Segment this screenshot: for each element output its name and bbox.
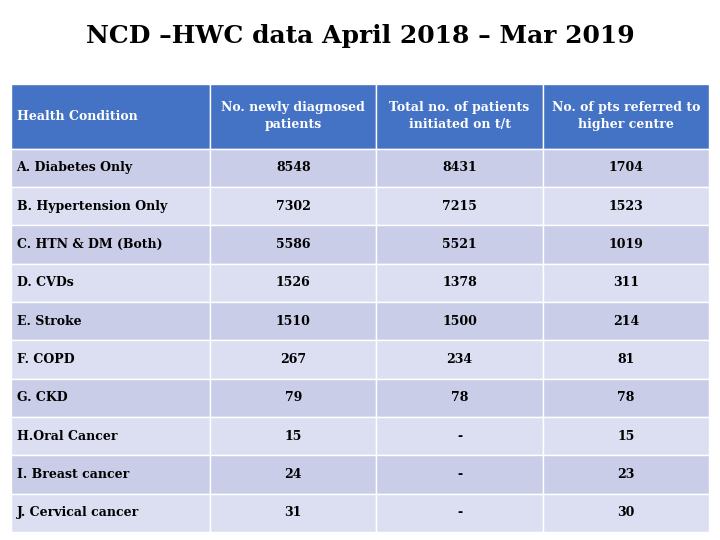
Text: 78: 78 (451, 392, 468, 404)
FancyBboxPatch shape (543, 187, 709, 225)
Text: A. Diabetes Only: A. Diabetes Only (17, 161, 132, 174)
FancyBboxPatch shape (11, 340, 210, 379)
Text: C. HTN & DM (Both): C. HTN & DM (Both) (17, 238, 162, 251)
FancyBboxPatch shape (377, 148, 543, 187)
Text: No. newly diagnosed
patients: No. newly diagnosed patients (221, 101, 365, 131)
FancyBboxPatch shape (377, 340, 543, 379)
Text: -: - (457, 430, 462, 443)
FancyBboxPatch shape (11, 494, 210, 532)
FancyBboxPatch shape (210, 417, 377, 455)
Text: 15: 15 (617, 430, 635, 443)
FancyBboxPatch shape (543, 148, 709, 187)
FancyBboxPatch shape (377, 264, 543, 302)
FancyBboxPatch shape (543, 225, 709, 264)
Text: G. CKD: G. CKD (17, 392, 67, 404)
Text: 31: 31 (284, 506, 302, 519)
Text: H.Oral Cancer: H.Oral Cancer (17, 430, 117, 443)
Text: 1523: 1523 (608, 200, 644, 213)
FancyBboxPatch shape (11, 225, 210, 264)
Text: 79: 79 (284, 392, 302, 404)
Text: 311: 311 (613, 276, 639, 289)
FancyBboxPatch shape (210, 302, 377, 340)
FancyBboxPatch shape (543, 302, 709, 340)
FancyBboxPatch shape (11, 302, 210, 340)
FancyBboxPatch shape (543, 417, 709, 455)
FancyBboxPatch shape (11, 84, 210, 148)
FancyBboxPatch shape (377, 187, 543, 225)
Text: 267: 267 (280, 353, 306, 366)
FancyBboxPatch shape (210, 187, 377, 225)
Text: No. of pts referred to
higher centre: No. of pts referred to higher centre (552, 101, 700, 131)
Text: 23: 23 (617, 468, 635, 481)
Text: 7215: 7215 (442, 200, 477, 213)
Text: 234: 234 (446, 353, 473, 366)
Text: Total no. of patients
initiated on t/t: Total no. of patients initiated on t/t (390, 101, 530, 131)
FancyBboxPatch shape (377, 417, 543, 455)
Text: 1500: 1500 (442, 315, 477, 328)
FancyBboxPatch shape (377, 302, 543, 340)
FancyBboxPatch shape (11, 264, 210, 302)
FancyBboxPatch shape (210, 340, 377, 379)
FancyBboxPatch shape (210, 455, 377, 494)
Text: NCD –HWC data April 2018 – Mar 2019: NCD –HWC data April 2018 – Mar 2019 (86, 24, 634, 48)
Text: 30: 30 (617, 506, 635, 519)
FancyBboxPatch shape (543, 340, 709, 379)
FancyBboxPatch shape (543, 84, 709, 148)
Text: I. Breast cancer: I. Breast cancer (17, 468, 129, 481)
Text: -: - (457, 506, 462, 519)
Text: 1526: 1526 (276, 276, 310, 289)
Text: 78: 78 (617, 392, 635, 404)
Text: J. Cervical cancer: J. Cervical cancer (17, 506, 139, 519)
FancyBboxPatch shape (543, 494, 709, 532)
Text: 7302: 7302 (276, 200, 310, 213)
Text: 15: 15 (284, 430, 302, 443)
Text: 5521: 5521 (442, 238, 477, 251)
FancyBboxPatch shape (543, 264, 709, 302)
FancyBboxPatch shape (210, 84, 377, 148)
FancyBboxPatch shape (210, 379, 377, 417)
Text: 214: 214 (613, 315, 639, 328)
Text: 1378: 1378 (442, 276, 477, 289)
FancyBboxPatch shape (377, 379, 543, 417)
FancyBboxPatch shape (543, 455, 709, 494)
Text: F. COPD: F. COPD (17, 353, 74, 366)
Text: 8548: 8548 (276, 161, 310, 174)
Text: 5586: 5586 (276, 238, 310, 251)
FancyBboxPatch shape (210, 494, 377, 532)
FancyBboxPatch shape (11, 379, 210, 417)
Text: 8431: 8431 (442, 161, 477, 174)
FancyBboxPatch shape (377, 455, 543, 494)
FancyBboxPatch shape (11, 148, 210, 187)
Text: -: - (457, 468, 462, 481)
FancyBboxPatch shape (543, 379, 709, 417)
Text: B. Hypertension Only: B. Hypertension Only (17, 200, 167, 213)
Text: E. Stroke: E. Stroke (17, 315, 81, 328)
FancyBboxPatch shape (11, 187, 210, 225)
FancyBboxPatch shape (11, 417, 210, 455)
FancyBboxPatch shape (210, 225, 377, 264)
Text: 24: 24 (284, 468, 302, 481)
Text: Health Condition: Health Condition (17, 110, 138, 123)
Text: 1510: 1510 (276, 315, 310, 328)
Text: 1019: 1019 (608, 238, 644, 251)
FancyBboxPatch shape (210, 148, 377, 187)
FancyBboxPatch shape (11, 455, 210, 494)
Text: D. CVDs: D. CVDs (17, 276, 73, 289)
FancyBboxPatch shape (377, 84, 543, 148)
FancyBboxPatch shape (377, 494, 543, 532)
Text: 81: 81 (617, 353, 635, 366)
FancyBboxPatch shape (210, 264, 377, 302)
FancyBboxPatch shape (377, 225, 543, 264)
Text: 1704: 1704 (608, 161, 644, 174)
